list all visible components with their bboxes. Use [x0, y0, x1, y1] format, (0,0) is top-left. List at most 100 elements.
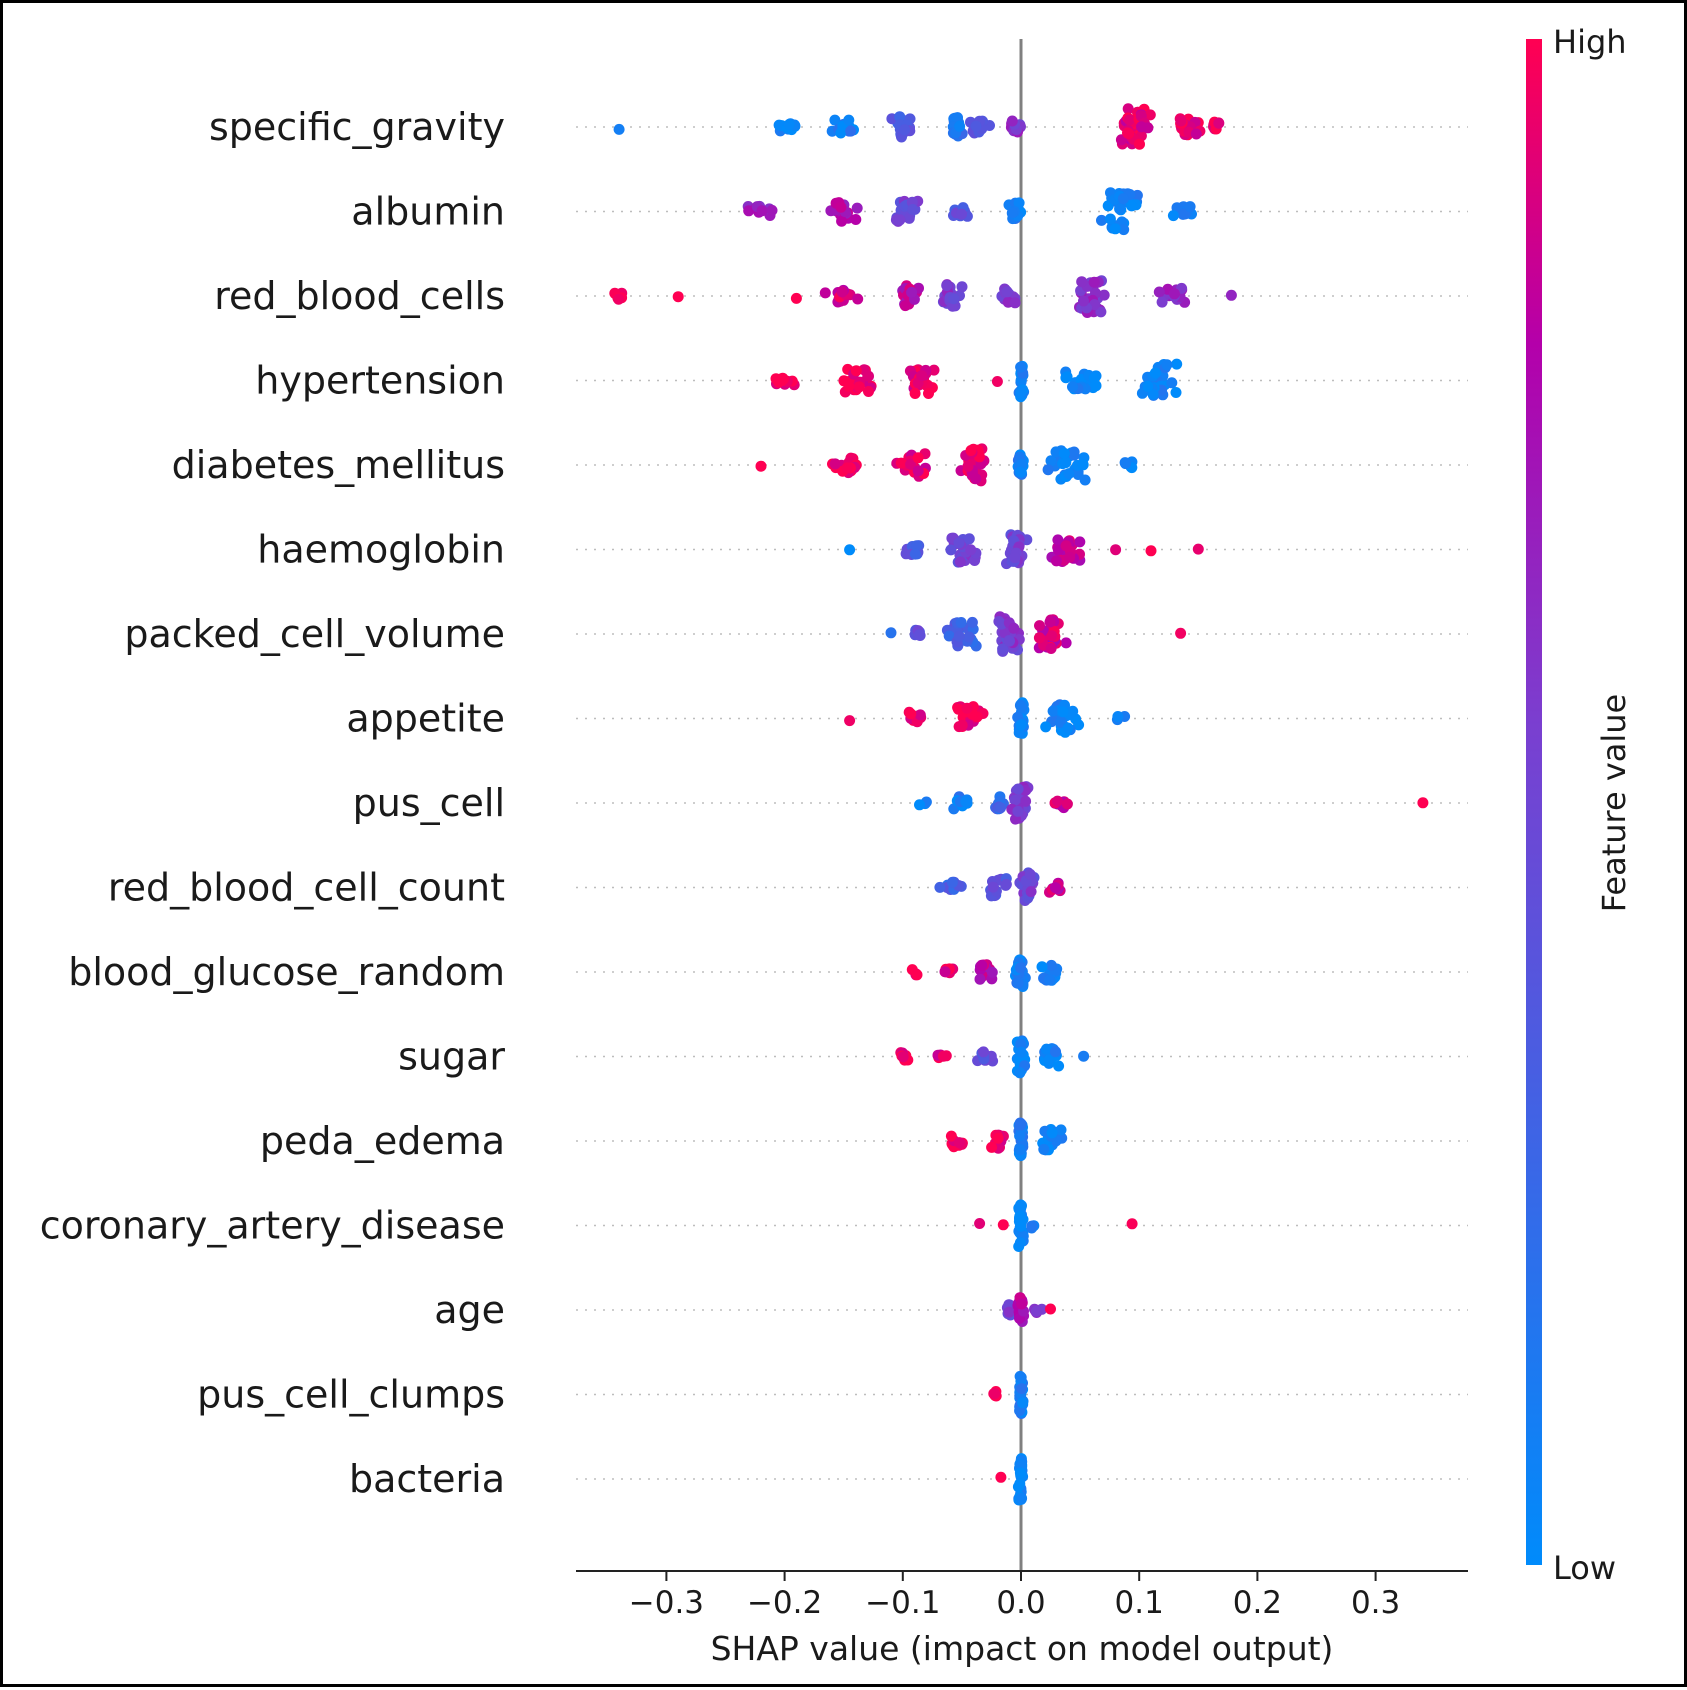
shap-point — [1120, 458, 1131, 469]
x-tick-label: 0.0 — [996, 1585, 1045, 1621]
shap-point — [1175, 627, 1187, 639]
shap-point — [843, 114, 855, 126]
shap-point — [1147, 388, 1159, 400]
shap-point — [953, 630, 965, 642]
shap-point — [853, 381, 865, 393]
shap-point — [956, 208, 967, 220]
shap-point — [945, 544, 957, 556]
x-tick-label: −0.2 — [747, 1585, 822, 1621]
shap-point — [1009, 297, 1021, 309]
shap-point — [1122, 103, 1134, 115]
shap-point — [955, 617, 967, 628]
shap-point — [1060, 457, 1072, 469]
shap-point — [1015, 701, 1027, 713]
shap-point — [909, 388, 921, 399]
shap-point — [1008, 622, 1020, 634]
shap-point — [1016, 1298, 1028, 1310]
shap-point — [1136, 121, 1147, 133]
shap-point — [905, 708, 917, 720]
shap-point — [1076, 276, 1088, 288]
shap-point — [912, 452, 924, 464]
shap-point — [1001, 286, 1013, 298]
feature-label-sugar: sugar — [398, 1035, 505, 1079]
colorbar-gradient — [1526, 39, 1542, 1565]
shap-point — [1175, 115, 1187, 127]
shap-point — [1114, 203, 1126, 215]
shap-point — [894, 111, 906, 123]
shap-point — [895, 457, 907, 469]
shap-point — [1126, 1218, 1138, 1230]
shap-point — [961, 702, 973, 714]
shap-point — [948, 293, 960, 305]
shap-point — [978, 1046, 989, 1058]
shap-point — [1014, 1237, 1026, 1249]
shap-point — [953, 537, 965, 549]
shap-point — [1053, 1060, 1065, 1072]
shap-point — [905, 458, 917, 470]
shap-point — [1161, 359, 1173, 371]
shap-point — [945, 1130, 957, 1142]
shap-point — [1004, 635, 1015, 647]
shap-point — [1012, 783, 1024, 795]
feature-label-red-blood-cells: red_blood_cells — [214, 274, 505, 318]
colorbar-low-label: Low — [1553, 1549, 1616, 1587]
shap-point — [672, 291, 684, 303]
feature-label-bacteria: bacteria — [349, 1457, 505, 1501]
shap-point — [1020, 795, 1032, 807]
shap-point — [613, 293, 625, 305]
shap-point — [907, 204, 919, 215]
shap-point — [965, 445, 977, 456]
shap-point — [1014, 962, 1026, 974]
shap-point — [956, 719, 968, 731]
feature-label-hypertension: hypertension — [255, 359, 505, 403]
shap-point — [937, 1050, 949, 1062]
shap-point — [766, 204, 778, 216]
shap-point — [1014, 1467, 1026, 1479]
shap-point — [995, 802, 1006, 814]
shap-point — [1034, 620, 1045, 632]
shap-point — [1153, 286, 1165, 298]
shap-point — [1014, 1130, 1026, 1142]
shap-point — [970, 120, 982, 132]
shap-point — [1014, 1144, 1026, 1156]
shap-point — [1014, 1067, 1026, 1079]
shap-point — [1050, 555, 1062, 567]
shap-point — [850, 365, 862, 377]
shap-point — [1024, 868, 1036, 880]
shap-point — [1016, 1383, 1028, 1395]
shap-point — [1156, 296, 1168, 308]
shap-point — [1006, 115, 1018, 127]
shap-point — [1190, 128, 1202, 140]
x-axis-label: SHAP value (impact on model output) — [711, 1629, 1334, 1668]
shap-point — [962, 460, 974, 472]
shap-point — [852, 293, 864, 305]
shap-point — [1192, 543, 1204, 555]
shap-point — [1060, 372, 1072, 384]
x-tick-label: 0.3 — [1351, 1585, 1400, 1621]
feature-label-coronary-artery-disease: coronary_artery_disease — [40, 1204, 505, 1248]
feature-label-haemoglobin: haemoglobin — [257, 528, 505, 572]
shap-point — [1123, 114, 1135, 126]
shap-point — [953, 1137, 965, 1149]
shap-point — [1045, 959, 1057, 971]
x-tick-label: −0.1 — [865, 1585, 940, 1621]
shap-point — [783, 119, 795, 130]
shap-point — [916, 370, 928, 382]
shap-point — [974, 1218, 986, 1229]
feature-label-specific-gravity: specific_gravity — [209, 105, 505, 149]
shap-point — [903, 212, 915, 224]
shap-point — [952, 703, 964, 715]
shap-point — [1110, 544, 1122, 556]
shap-point — [1016, 1200, 1027, 1212]
shap-point — [1042, 464, 1054, 476]
feature-label-pus-cell-clumps: pus_cell_clumps — [197, 1373, 505, 1417]
shap-point — [1055, 716, 1067, 728]
shap-point — [1077, 459, 1089, 471]
shap-point — [976, 959, 988, 971]
shap-point — [992, 1132, 1004, 1144]
shap-point — [844, 715, 856, 727]
shap-point — [1096, 214, 1107, 226]
shap-point — [1047, 705, 1059, 717]
